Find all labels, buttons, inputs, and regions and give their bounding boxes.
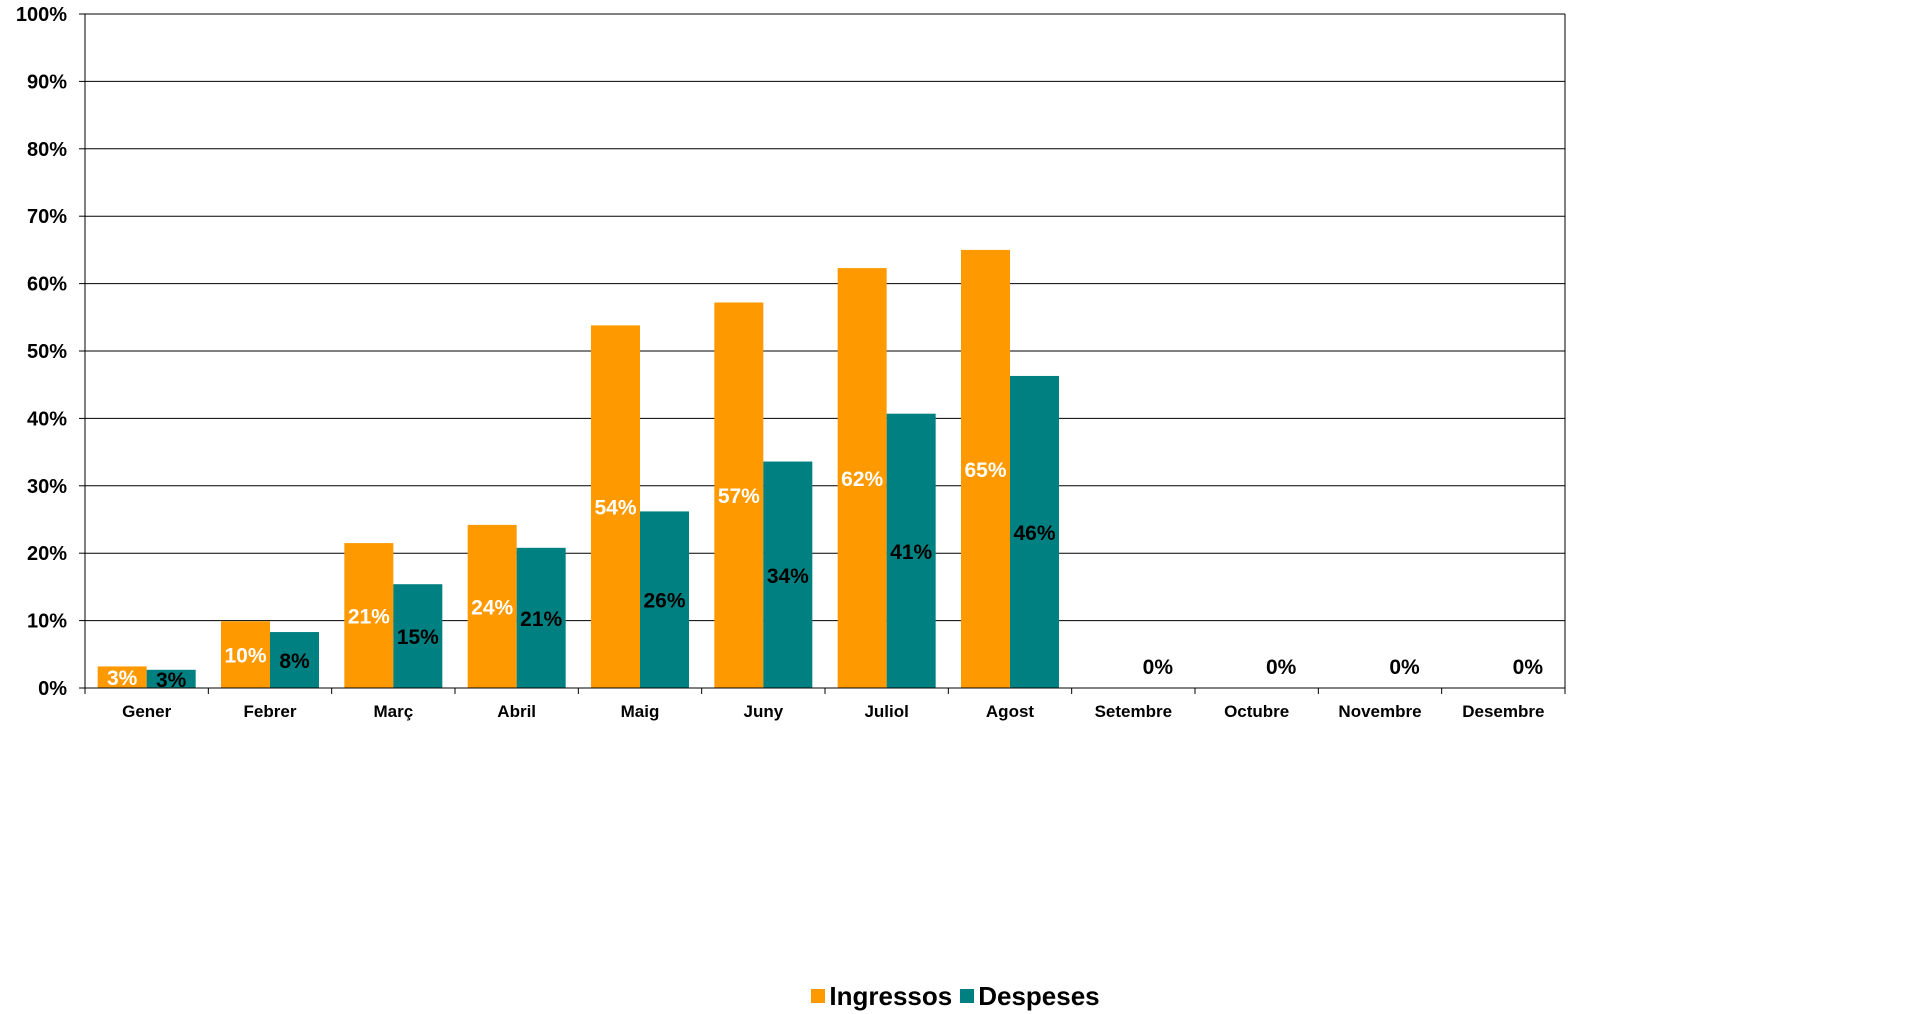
data-label-despeses: 0% [1143,656,1174,679]
y-tick-label: 50% [27,341,67,363]
bar-ingressos [714,302,764,688]
data-label-despeses: 0% [1389,656,1420,679]
legend-swatch-ingressos [811,989,826,1003]
bars [97,249,1059,688]
data-label-despeses: 0% [1266,656,1297,679]
data-label-ingressos: 54% [594,497,636,520]
gridlines [85,13,1565,622]
x-tick-label: Març [373,702,413,721]
legend-item-ingressos: Ingressos [811,981,952,1012]
bar-ingressos [837,268,887,688]
data-label-despeses: 21% [520,608,562,631]
data-label-despeses: 15% [397,626,439,649]
legend-swatch-despeses [960,989,975,1003]
bar-ingressos [344,543,394,688]
y-tick-label: 90% [27,71,67,93]
x-tick-label: Abril [497,702,536,721]
y-tick-label: 100% [16,4,67,26]
x-tick-label: Juny [743,702,783,721]
legend-label-despeses: Despeses [978,980,1100,1011]
bar-despeses [393,584,443,688]
bar-despeses [516,547,566,688]
bar-ingressos [961,249,1010,688]
x-tick-label: Desembre [1462,702,1544,721]
data-label-despeses: 26% [643,590,685,613]
bar-despeses [886,413,936,688]
y-tick-label: 40% [27,408,67,430]
x-tick-label: Maig [621,702,660,721]
data-label-ingressos: 10% [224,645,266,668]
bar-despeses [1010,375,1059,688]
bar-ingressos [221,621,270,688]
bar-despeses [270,632,319,688]
x-tick-label: Novembre [1338,702,1421,721]
data-label-despeses: 3% [156,669,187,692]
data-label-despeses: 41% [890,541,932,564]
x-tick-label: Setembre [1095,702,1172,721]
x-tick-label: Gener [122,702,172,721]
bar-ingressos [467,524,517,688]
data-label-despeses: 8% [279,650,310,673]
data-label-despeses: 0% [1513,656,1544,679]
y-tick-label: 20% [27,543,67,565]
x-tick-label: Agost [986,702,1035,721]
y-tick-label: 10% [27,611,67,633]
axes: 0% 10% 20% 30% 40% 50% 60% 70% 80% 90% 100% Gener Fe… [16,4,1566,721]
y-tick-label: 0% [38,678,67,700]
bar-ingressos [97,666,147,688]
y-tick-label: 60% [27,274,67,296]
legend-label-ingressos: Ingressos [829,980,953,1011]
data-label-ingressos: 24% [471,596,513,619]
legend: Ingressos Despeses [0,978,1911,1014]
data-label-ingressos: 62% [841,468,883,491]
x-tick-label: Octubre [1224,702,1289,721]
data-label-ingressos: 3% [107,667,138,690]
data-labels: 3% 3% 10% 8% 21% 15% 24% 21% 54% 26% 57% 34% 62% 41% 6… [107,459,1543,692]
bar-despeses [146,669,196,688]
x-tick-label: Febrer [244,702,297,721]
legend-item-despeses: Despeses [960,980,1100,1012]
bar-ingressos [591,325,640,688]
data-label-ingressos: 57% [718,485,760,508]
x-tick-label: Juliol [864,702,908,721]
bar-despeses [640,511,689,688]
data-label-despeses: 46% [1013,522,1055,545]
y-tick-label: 70% [27,206,67,228]
data-label-ingressos: 65% [964,459,1006,482]
y-tick-label: 80% [27,139,67,161]
data-label-ingressos: 21% [348,606,390,629]
data-label-despeses: 34% [767,565,809,588]
bar-despeses [763,461,813,688]
y-tick-label: 30% [27,476,67,498]
